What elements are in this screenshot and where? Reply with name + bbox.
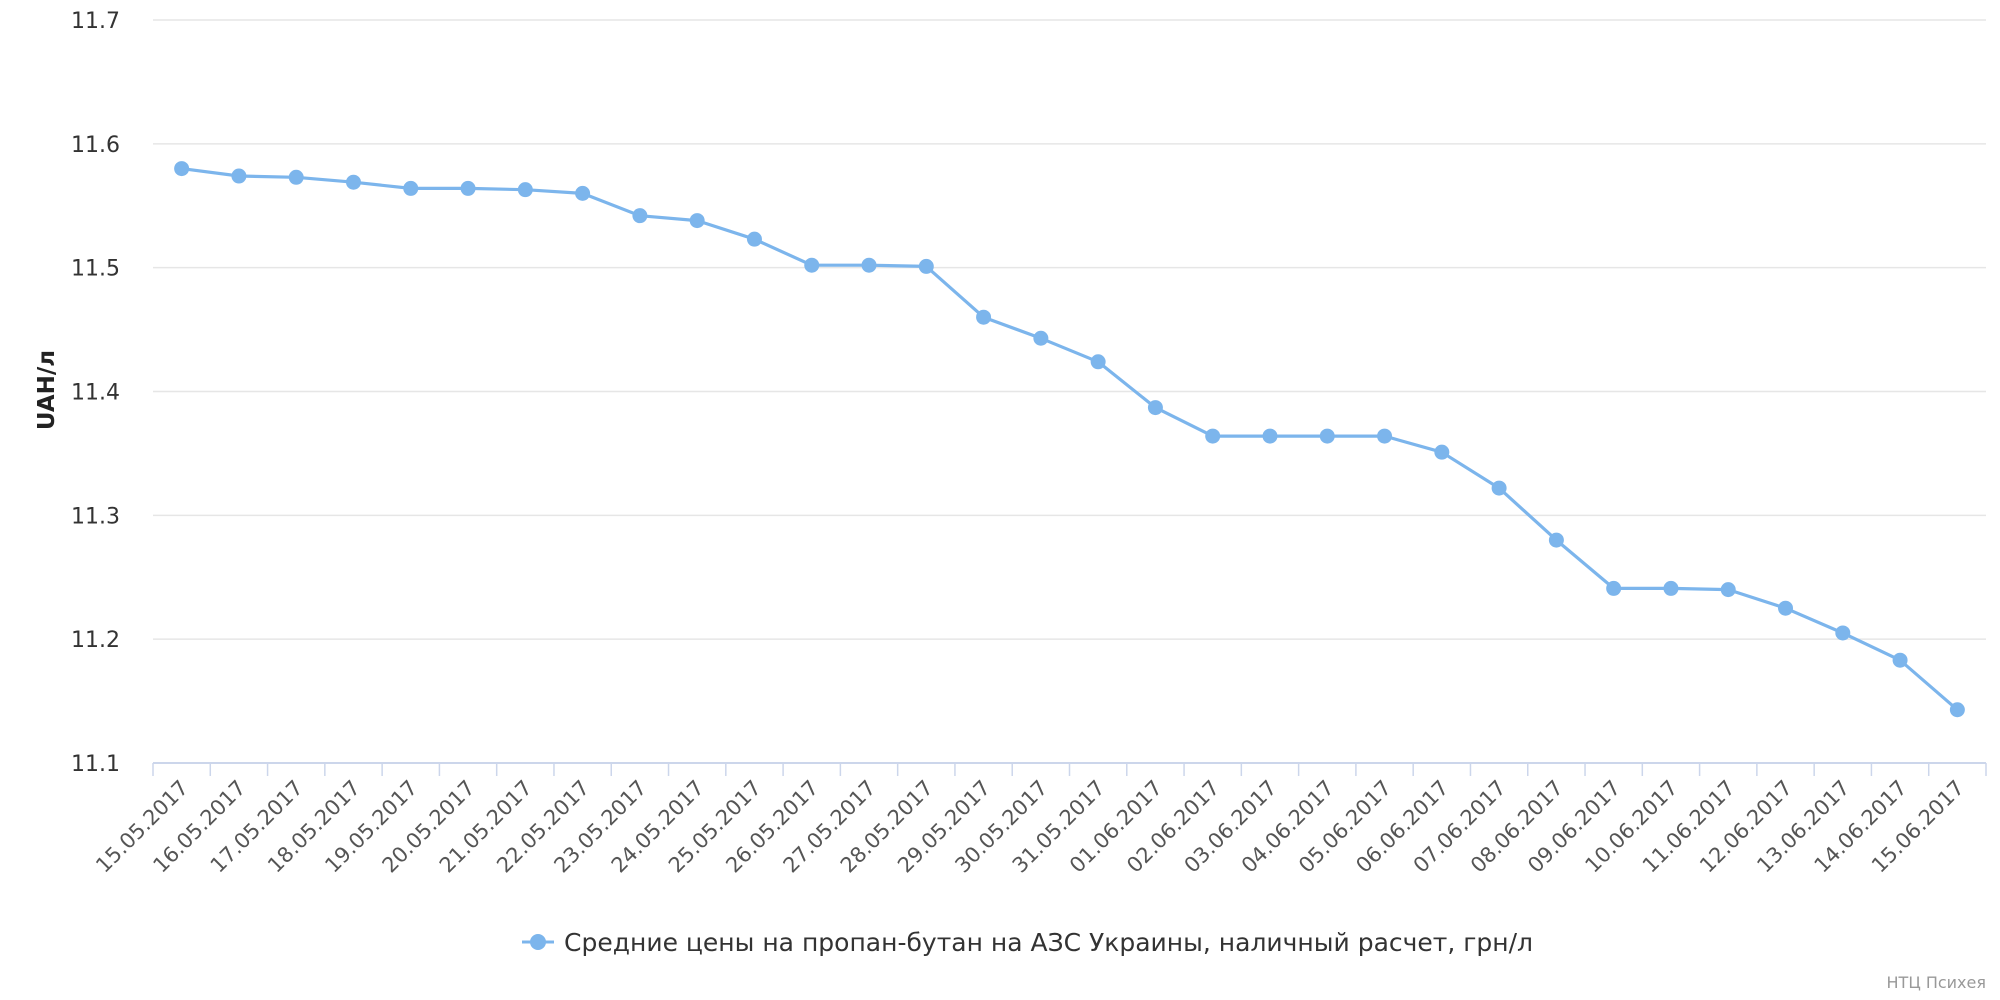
- data-point[interactable]: [1377, 428, 1393, 444]
- data-point[interactable]: [1720, 582, 1736, 598]
- data-point[interactable]: [1892, 652, 1908, 668]
- y-tick-label: 11.6: [71, 133, 120, 158]
- data-point[interactable]: [517, 182, 533, 198]
- data-point[interactable]: [1949, 702, 1965, 718]
- y-tick-label: 11.3: [71, 504, 120, 529]
- y-axis-ticks: 11.1 11.2 11.3 11.4 11.5 11.6 11.7: [71, 9, 120, 777]
- x-axis-ticks: 15.05.201716.05.201717.05.201718.05.2017…: [91, 776, 1969, 878]
- data-point[interactable]: [1663, 580, 1679, 596]
- data-point[interactable]: [804, 257, 820, 273]
- data-point[interactable]: [345, 174, 361, 190]
- data-point[interactable]: [746, 231, 762, 247]
- data-point[interactable]: [174, 161, 190, 177]
- data-point[interactable]: [689, 213, 705, 229]
- data-point[interactable]: [861, 257, 877, 273]
- y-axis-title: UAH/л: [34, 350, 60, 430]
- series-line-path: [181, 167, 1959, 712]
- data-point[interactable]: [288, 169, 304, 185]
- series-points[interactable]: [174, 161, 1965, 718]
- data-point[interactable]: [1606, 580, 1622, 596]
- credits-text[interactable]: НТЦ Психея: [1887, 973, 1986, 992]
- data-point[interactable]: [1262, 428, 1278, 444]
- data-point[interactable]: [1205, 428, 1221, 444]
- data-point[interactable]: [1033, 330, 1049, 346]
- data-point[interactable]: [460, 180, 476, 196]
- data-point[interactable]: [632, 208, 648, 224]
- data-point[interactable]: [976, 309, 992, 325]
- legend[interactable]: Средние цены на пропан-бутан на АЗС Укра…: [522, 928, 1533, 957]
- data-point[interactable]: [1319, 428, 1335, 444]
- grid-lines: [153, 19, 1986, 640]
- data-point[interactable]: [1434, 444, 1450, 460]
- y-tick-label: 11.5: [71, 257, 120, 282]
- data-point[interactable]: [231, 168, 247, 184]
- data-point[interactable]: [918, 258, 934, 274]
- data-point[interactable]: [403, 180, 419, 196]
- legend-series-label[interactable]: Средние цены на пропан-бутан на АЗС Укра…: [564, 928, 1533, 957]
- data-point[interactable]: [1090, 354, 1106, 370]
- y-tick-label: 11.2: [71, 628, 120, 653]
- y-tick-label: 11.7: [71, 9, 120, 34]
- data-point[interactable]: [1147, 400, 1163, 416]
- x-axis: [152, 762, 1987, 776]
- data-point[interactable]: [1491, 480, 1507, 496]
- series-line: [181, 167, 1959, 712]
- data-point[interactable]: [1548, 532, 1564, 548]
- y-tick-label: 11.1: [71, 752, 120, 777]
- data-point[interactable]: [1835, 625, 1851, 641]
- legend-marker-icon: [530, 934, 546, 950]
- y-tick-label: 11.4: [71, 381, 120, 406]
- data-point[interactable]: [575, 185, 591, 201]
- data-point[interactable]: [1778, 600, 1794, 616]
